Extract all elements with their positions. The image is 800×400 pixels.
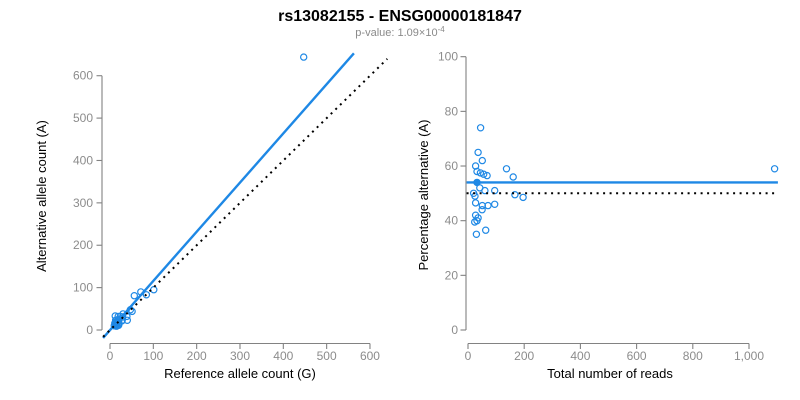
data-point (473, 167, 481, 176)
data-point (484, 201, 492, 210)
data-point (130, 292, 138, 300)
data-point (300, 53, 308, 61)
y-tick-label: 600 (73, 69, 93, 83)
x-tick-label: 200 (514, 349, 534, 363)
left-x-axis-title: Reference allele count (G) (164, 366, 316, 381)
y-tick-label: 100 (438, 50, 458, 64)
x-tick-label: 0 (465, 349, 472, 363)
identity-line (102, 58, 388, 338)
data-point (509, 173, 517, 181)
data-point (474, 148, 482, 157)
fitted-proportion-line (102, 52, 355, 339)
data-point (472, 230, 481, 238)
x-tick-label: 300 (230, 349, 250, 363)
right-plot-data (466, 124, 779, 238)
y-tick-label: 0 (86, 323, 93, 337)
x-tick-label: 1,000 (734, 349, 764, 363)
data-point (491, 186, 499, 195)
data-point (502, 165, 511, 173)
right-panel-percentage: Total number of reads Percentage alterna… (416, 50, 779, 381)
y-tick-label: 60 (445, 159, 459, 173)
data-point (483, 171, 491, 180)
data-point (511, 190, 519, 199)
mean-marker (473, 179, 480, 186)
x-tick-label: 100 (143, 349, 163, 363)
y-tick-label: 20 (445, 268, 459, 282)
data-point (118, 313, 127, 321)
left-y-axis-title: Alternative allele count (A) (34, 120, 49, 272)
y-tick-label: 200 (73, 238, 93, 252)
pvalue-exponent: -4 (438, 25, 446, 34)
data-point (482, 226, 490, 234)
data-point (770, 165, 779, 173)
right-y-axis-title: Percentage alternative (A) (416, 119, 431, 270)
data-point (519, 193, 527, 202)
left-panel-allele-counts: Reference allele count (G) Alternative a… (34, 52, 388, 381)
x-tick-label: 400 (570, 349, 590, 363)
data-point (478, 156, 486, 165)
x-tick-label: 600 (360, 349, 380, 363)
y-tick-label: 40 (445, 214, 459, 228)
data-point (150, 286, 158, 294)
x-tick-label: 500 (317, 349, 337, 363)
x-tick-label: 800 (683, 349, 703, 363)
right-axes: 0 200 400 600 800 1,000 0 20 40 60 80 100 (438, 50, 764, 363)
y-tick-label: 500 (73, 111, 93, 125)
data-point (476, 169, 485, 177)
y-tick-label: 400 (73, 153, 93, 167)
data-point (480, 170, 488, 178)
data-point (471, 199, 480, 207)
x-tick-label: 600 (627, 349, 647, 363)
x-tick-label: 200 (187, 349, 207, 363)
y-tick-label: 100 (73, 281, 93, 295)
data-point (478, 205, 486, 214)
figure-title: rs13082155 - ENSG00000181847 (278, 8, 522, 25)
x-tick-label: 0 (107, 349, 114, 363)
data-point (142, 291, 151, 299)
data-point (123, 316, 132, 324)
data-point (481, 186, 489, 195)
data-point (491, 200, 499, 208)
x-tick-label: 400 (273, 349, 293, 363)
y-tick-label: 300 (73, 196, 93, 210)
figure-subtitle: p-value: 1.09×10-4 (355, 25, 445, 39)
right-x-axis-title: Total number of reads (547, 366, 673, 381)
data-point (476, 124, 485, 132)
pvalue-text: p-value: 1.09×10 (355, 27, 437, 39)
left-plot-data (102, 52, 388, 339)
y-tick-label: 0 (451, 323, 458, 337)
data-point (471, 218, 479, 226)
left-axes: 0 100 200 300 400 500 600 0 100 200 300 400 500 600 (73, 69, 380, 363)
y-tick-label: 80 (445, 104, 459, 118)
